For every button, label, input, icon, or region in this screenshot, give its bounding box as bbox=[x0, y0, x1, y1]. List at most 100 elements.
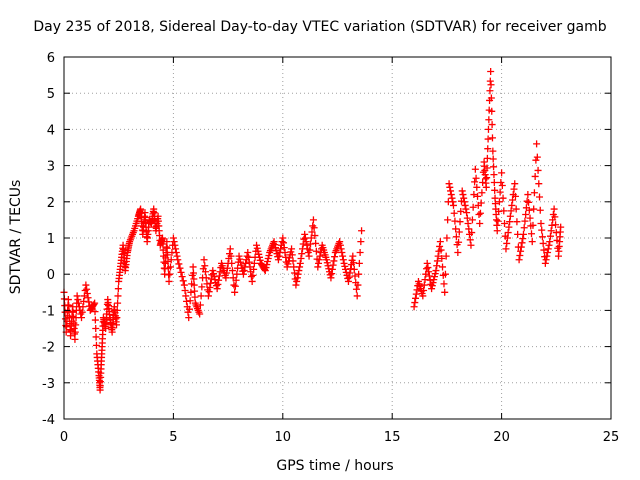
data-point bbox=[470, 191, 478, 199]
data-point bbox=[196, 310, 204, 318]
data-point bbox=[424, 264, 432, 272]
data-point bbox=[83, 285, 91, 293]
y-tick-label: 5 bbox=[47, 87, 55, 102]
data-point bbox=[487, 67, 495, 75]
data-point bbox=[255, 253, 263, 261]
data-point bbox=[204, 292, 212, 300]
data-point bbox=[245, 258, 253, 266]
data-point bbox=[263, 261, 271, 269]
data-point bbox=[449, 198, 457, 206]
data-point bbox=[71, 328, 79, 336]
data-point bbox=[513, 218, 521, 226]
data-point bbox=[471, 165, 479, 173]
data-point bbox=[209, 267, 217, 275]
data-point bbox=[78, 314, 86, 322]
data-point bbox=[201, 268, 209, 276]
data-point bbox=[442, 252, 450, 260]
data-points bbox=[60, 67, 565, 394]
data-point bbox=[431, 273, 439, 281]
data-point bbox=[265, 251, 273, 259]
data-point bbox=[477, 199, 485, 207]
data-point bbox=[419, 292, 427, 300]
data-point bbox=[358, 227, 366, 235]
data-point bbox=[230, 281, 238, 289]
data-point bbox=[262, 264, 270, 272]
data-point bbox=[280, 244, 288, 252]
data-point bbox=[303, 241, 311, 249]
data-point bbox=[196, 301, 204, 309]
data-point bbox=[178, 273, 186, 281]
data-point bbox=[538, 226, 546, 234]
data-point bbox=[201, 262, 209, 270]
data-point bbox=[468, 216, 476, 224]
data-point bbox=[486, 87, 494, 95]
data-point bbox=[432, 267, 440, 275]
data-point bbox=[166, 263, 174, 271]
data-point bbox=[91, 316, 99, 324]
data-point bbox=[458, 187, 466, 195]
data-point bbox=[532, 156, 540, 164]
data-point bbox=[92, 325, 100, 332]
data-point bbox=[331, 253, 339, 261]
data-point bbox=[495, 198, 503, 206]
data-point bbox=[173, 252, 181, 260]
data-point bbox=[191, 287, 199, 295]
data-point bbox=[306, 246, 314, 254]
data-point bbox=[512, 205, 520, 213]
data-point bbox=[522, 210, 530, 218]
y-tick-label: 1 bbox=[47, 232, 55, 247]
data-point bbox=[242, 259, 250, 267]
data-point bbox=[354, 281, 362, 289]
data-point bbox=[436, 242, 444, 250]
data-point bbox=[236, 258, 244, 266]
data-point bbox=[437, 246, 445, 254]
data-point bbox=[490, 163, 498, 171]
data-point bbox=[428, 282, 436, 290]
data-point bbox=[487, 94, 495, 102]
data-point bbox=[65, 302, 73, 310]
data-point bbox=[176, 264, 184, 272]
data-point bbox=[75, 299, 83, 307]
data-point bbox=[83, 290, 91, 298]
data-point bbox=[483, 154, 491, 162]
data-point bbox=[222, 274, 230, 282]
data-point bbox=[73, 292, 81, 300]
data-point bbox=[92, 333, 100, 341]
data-point bbox=[316, 252, 324, 260]
data-point bbox=[254, 247, 262, 255]
data-point bbox=[462, 205, 470, 213]
data-point bbox=[497, 178, 505, 186]
data-point bbox=[232, 276, 240, 284]
data-point bbox=[253, 241, 261, 249]
data-point bbox=[296, 259, 304, 267]
data-point bbox=[328, 265, 336, 273]
data-point bbox=[233, 270, 241, 278]
data-point bbox=[281, 248, 289, 256]
data-point bbox=[493, 227, 501, 235]
data-point bbox=[552, 221, 560, 229]
data-point bbox=[244, 248, 252, 256]
data-point bbox=[223, 264, 231, 272]
data-point bbox=[72, 321, 80, 329]
data-point bbox=[301, 234, 309, 242]
data-point bbox=[483, 174, 491, 182]
data-point bbox=[288, 245, 296, 253]
data-point bbox=[355, 270, 363, 278]
data-point bbox=[280, 239, 288, 247]
data-point bbox=[210, 270, 218, 278]
data-point bbox=[289, 257, 297, 265]
data-point bbox=[505, 223, 513, 231]
data-point bbox=[454, 248, 462, 256]
data-point bbox=[74, 296, 82, 304]
data-point bbox=[349, 252, 357, 260]
data-point bbox=[476, 220, 484, 228]
data-point bbox=[113, 314, 121, 322]
data-point bbox=[506, 212, 514, 220]
data-point bbox=[490, 171, 498, 179]
x-tick-label: 5 bbox=[169, 430, 177, 445]
data-point bbox=[448, 194, 456, 202]
data-point bbox=[489, 147, 497, 155]
data-point bbox=[484, 125, 492, 133]
data-point bbox=[256, 256, 264, 264]
data-point bbox=[445, 180, 453, 188]
